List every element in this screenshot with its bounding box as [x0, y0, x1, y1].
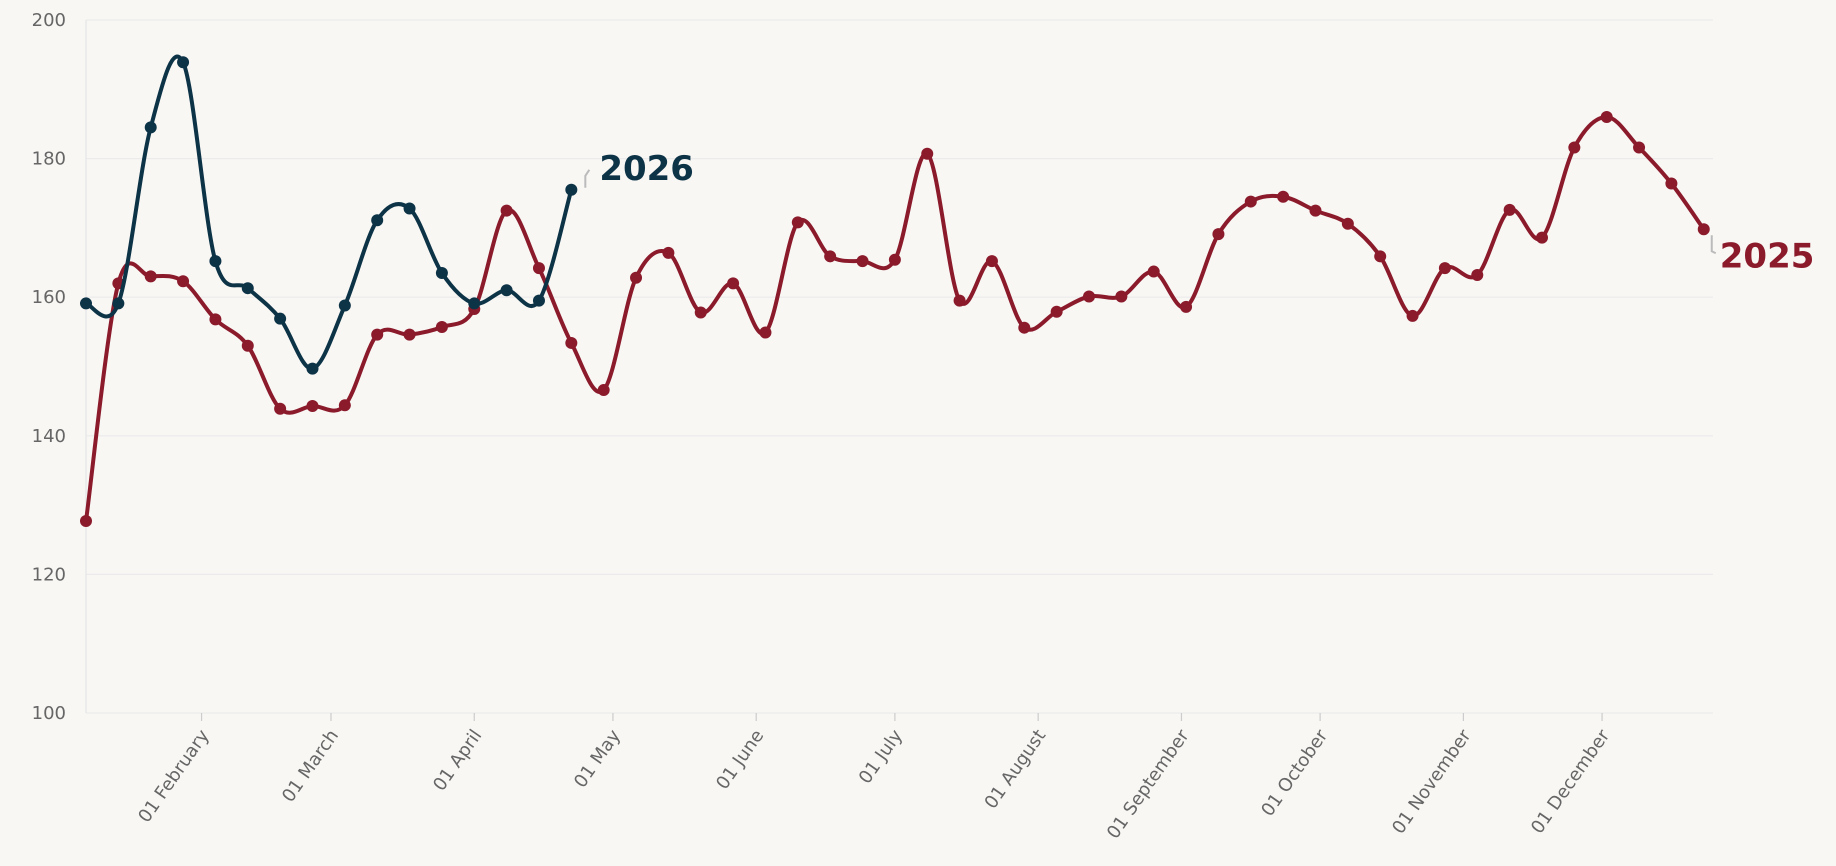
point — [565, 183, 578, 196]
point — [468, 297, 481, 310]
point — [856, 255, 869, 268]
point — [1018, 321, 1031, 334]
point — [371, 214, 384, 227]
point — [888, 253, 901, 266]
point — [1665, 177, 1678, 190]
point — [1083, 290, 1096, 303]
x-tick-label: 01 August — [981, 726, 1051, 813]
x-tick-label: 01 September — [1103, 725, 1194, 842]
point — [241, 339, 254, 352]
point — [500, 204, 513, 217]
line — [84, 115, 1706, 522]
x-tick-label: 01 November — [1388, 725, 1476, 838]
point — [177, 275, 190, 288]
point — [921, 147, 934, 160]
point — [727, 277, 740, 290]
point — [1600, 111, 1613, 124]
point — [791, 216, 804, 229]
point — [1503, 203, 1516, 216]
point — [306, 362, 319, 375]
x-tick-label: 01 May — [570, 726, 625, 792]
point — [1115, 290, 1128, 303]
point — [338, 399, 351, 412]
point — [1212, 228, 1225, 241]
point — [144, 121, 157, 134]
point — [1406, 309, 1419, 322]
point — [274, 312, 287, 325]
point — [1309, 204, 1322, 217]
point — [824, 250, 837, 263]
point — [144, 270, 157, 283]
series-label: 2025 — [1720, 236, 1815, 276]
point — [274, 402, 287, 415]
x-tick-label: 01 October — [1257, 725, 1332, 820]
point — [371, 328, 384, 341]
series: 2025 — [80, 111, 1815, 528]
point — [694, 306, 707, 319]
point — [630, 271, 643, 284]
y-tick-label: 140 — [32, 426, 66, 447]
label-bracket — [584, 169, 591, 188]
point — [1374, 250, 1387, 263]
point — [80, 297, 92, 310]
y-tick-label: 120 — [32, 564, 66, 585]
point — [1244, 195, 1257, 208]
point — [1050, 305, 1063, 318]
point — [1568, 141, 1581, 154]
x-tick-label: 01 December — [1527, 725, 1615, 837]
point — [597, 384, 610, 397]
point — [435, 320, 448, 333]
point — [1277, 190, 1290, 203]
point — [759, 326, 772, 339]
x-tick-label: 01 March — [278, 726, 343, 806]
point — [1341, 217, 1354, 230]
point — [112, 297, 125, 310]
point — [500, 284, 513, 297]
series: 2026 — [80, 54, 694, 375]
point — [80, 515, 92, 528]
point — [1633, 141, 1646, 154]
point — [403, 328, 416, 341]
point — [1697, 223, 1710, 236]
point — [1471, 269, 1484, 282]
y-tick-label: 180 — [32, 149, 66, 170]
point — [565, 336, 578, 349]
series-label: 2026 — [599, 149, 694, 189]
x-tick-label: 01 April — [429, 726, 486, 795]
line — [85, 54, 574, 371]
x-tick-label: 01 June — [712, 726, 768, 794]
y-tick-label: 160 — [32, 287, 66, 308]
label-bracket — [1710, 235, 1717, 255]
y-tick-label: 100 — [32, 703, 66, 724]
x-tick-label: 01 February — [134, 726, 214, 827]
point — [1180, 300, 1193, 313]
point — [1438, 262, 1451, 275]
point — [1535, 231, 1548, 244]
point — [985, 255, 998, 268]
point — [338, 299, 351, 312]
point — [532, 294, 545, 307]
point — [209, 255, 222, 268]
point — [1147, 265, 1160, 278]
point — [209, 313, 222, 326]
point — [306, 400, 319, 413]
point — [403, 202, 416, 215]
point — [177, 56, 190, 69]
point — [953, 294, 966, 307]
point — [662, 246, 675, 259]
point — [435, 266, 448, 279]
point — [532, 262, 545, 275]
y-tick-label: 200 — [32, 10, 66, 31]
x-tick-label: 01 July — [855, 726, 907, 788]
point — [241, 282, 254, 295]
